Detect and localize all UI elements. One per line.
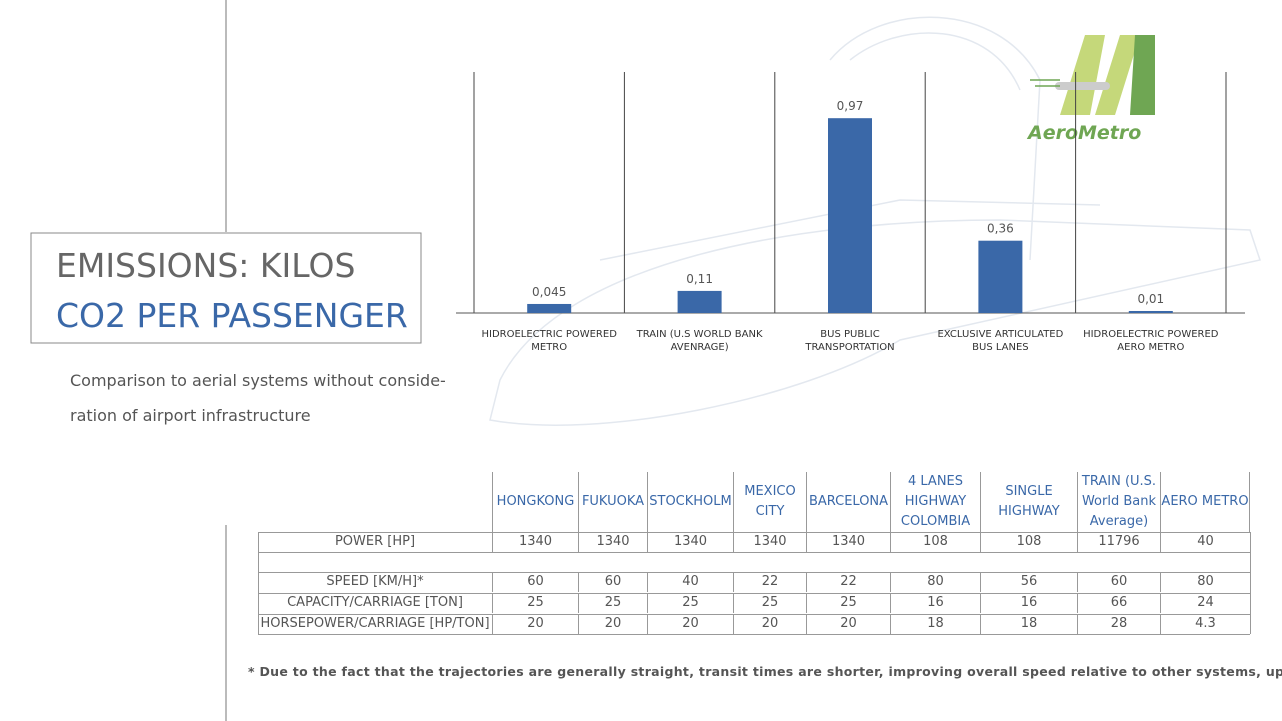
- row-label: SPEED [KM/H]*: [326, 574, 424, 589]
- cell: 60: [578, 572, 647, 592]
- cell: 22: [806, 572, 890, 592]
- x-tick-label: EXCLUSIVE ARTICULATED BUS LANES: [937, 329, 1064, 353]
- cell: 20: [578, 614, 647, 634]
- x-tick-label: TRAIN (U.S WORLD BANK AVENRAGE): [636, 329, 763, 353]
- logo-text: AeroMetro: [1026, 122, 1141, 144]
- cell: 80: [1160, 572, 1250, 592]
- cell: 11796: [1077, 532, 1160, 552]
- row-line: [258, 552, 1250, 553]
- cell: 20: [647, 614, 733, 634]
- footnote: * Due to the fact that the trajectories …: [248, 664, 1282, 679]
- value-label: 0,11: [686, 272, 713, 286]
- cell: 25: [733, 593, 806, 613]
- cell: 1340: [647, 532, 733, 552]
- cell: 25: [806, 593, 890, 613]
- cell: 25: [492, 593, 578, 613]
- column-header: SINGLE HIGHWAY: [980, 472, 1077, 532]
- row-line: [258, 572, 1250, 573]
- table-edge: [258, 532, 259, 634]
- column-header: MEXICO CITY: [733, 472, 806, 532]
- row-line: [258, 593, 1250, 594]
- cell: 24: [1160, 593, 1250, 613]
- cell: 25: [578, 593, 647, 613]
- subtitle-line: Comparison to aerial systems without con…: [70, 371, 446, 390]
- cell: 1340: [578, 532, 647, 552]
- x-tick-label: HIDROELECTRIC POWERED METRO: [481, 329, 617, 353]
- cell: 18: [980, 614, 1077, 634]
- cell: 1340: [733, 532, 806, 552]
- table-edge: [1250, 532, 1251, 634]
- row-line: [258, 614, 1250, 615]
- subtitle-line: ration of airport infrastructure: [70, 406, 311, 425]
- cell: 66: [1077, 593, 1160, 613]
- value-label: 0,97: [837, 99, 864, 113]
- cell: 1340: [492, 532, 578, 552]
- bar: [527, 303, 572, 313]
- row-label: HORSEPOWER/CARRIAGE [HP/TON]: [260, 616, 490, 631]
- cell: 1340: [806, 532, 890, 552]
- heading-line: CO2 PER PASSENGER: [56, 296, 408, 335]
- column-header: BARCELONA: [806, 472, 890, 532]
- cell: 16: [980, 593, 1077, 613]
- column-header: 4 LANES HIGHWAY COLOMBIA: [890, 472, 980, 532]
- cell: 16: [890, 593, 980, 613]
- column-header: HONGKONG: [492, 472, 578, 532]
- cell: 80: [890, 572, 980, 592]
- cell: 40: [647, 572, 733, 592]
- value-label: 0,045: [532, 285, 566, 299]
- column-header: TRAIN (U.S. World Bank Average): [1077, 472, 1160, 532]
- logo-mark: [1030, 35, 1155, 115]
- row-label: CAPACITY/CARRIAGE [TON]: [287, 595, 463, 610]
- cell: 40: [1160, 532, 1250, 552]
- cell: 25: [647, 593, 733, 613]
- cell: 60: [1077, 572, 1160, 592]
- row-line: [258, 634, 1250, 635]
- column-header: AERO METRO: [1160, 472, 1250, 532]
- cell: 108: [980, 532, 1077, 552]
- bar: [1128, 310, 1173, 313]
- cell: 18: [890, 614, 980, 634]
- value-label: 0,36: [987, 222, 1014, 236]
- column-header: STOCKHOLM: [647, 472, 733, 532]
- cell: 60: [492, 572, 578, 592]
- value-label: 0,01: [1137, 292, 1164, 306]
- row-line: [258, 532, 1250, 533]
- cell: 56: [980, 572, 1077, 592]
- heading-line: EMISSIONS: KILOS: [56, 246, 356, 285]
- bar: [677, 290, 722, 313]
- cell: 20: [492, 614, 578, 634]
- x-tick-label: HIDROELECTRIC POWERED AERO METRO: [1083, 329, 1219, 353]
- cell: 22: [733, 572, 806, 592]
- cell: 108: [890, 532, 980, 552]
- bar: [828, 118, 872, 313]
- cell: 20: [806, 614, 890, 634]
- column-header: FUKUOKA: [578, 472, 647, 532]
- bar: [978, 240, 1023, 313]
- cell: 20: [733, 614, 806, 634]
- plane-outline: [489, 16, 1261, 426]
- cell: 4.3: [1160, 614, 1250, 634]
- row-label: POWER [HP]: [334, 534, 416, 549]
- heading-box: [30, 232, 422, 344]
- cell: 28: [1077, 614, 1160, 634]
- x-tick-label: BUS PUBLIC TRANSPORTATION: [805, 329, 895, 353]
